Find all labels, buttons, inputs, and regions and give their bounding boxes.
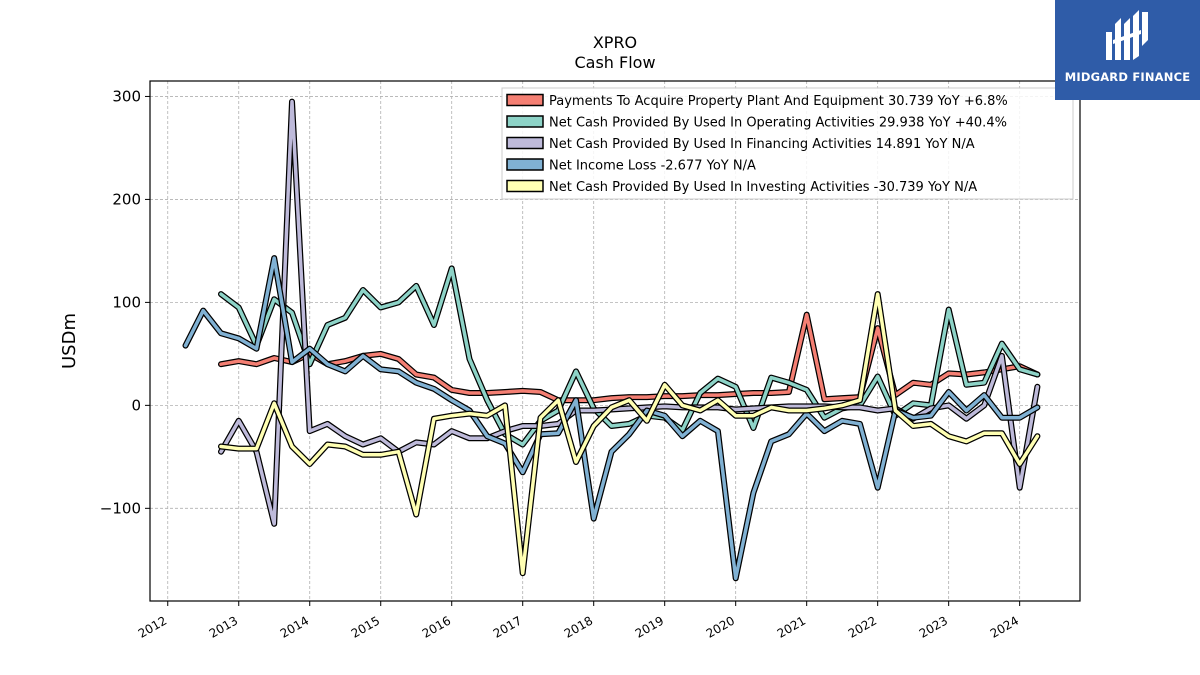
legend-label: Net Cash Provided By Used In Investing A… bbox=[549, 180, 977, 195]
chart-subtitle: Cash Flow bbox=[574, 53, 655, 72]
y-tick-label: 100 bbox=[112, 293, 141, 311]
y-axis-label: USDm bbox=[59, 313, 80, 369]
series-line-outline bbox=[182, 255, 1041, 582]
y-axis: 300 200 100 0 −100 bbox=[100, 87, 150, 517]
y-tick-label: 0 bbox=[131, 396, 141, 414]
x-tick-label: 2019 bbox=[633, 613, 666, 640]
series-line bbox=[219, 292, 1040, 575]
legend-label: Payments To Acquire Property Plant And E… bbox=[549, 94, 1008, 109]
x-tick-label: 2018 bbox=[562, 613, 595, 640]
legend-label: Net Income Loss -2.677 YoY N/A bbox=[549, 159, 756, 174]
legend-swatch bbox=[506, 179, 544, 193]
midgard-finance-logo: MIDGARD FINANCE bbox=[1055, 0, 1200, 100]
legend-label: Net Cash Provided By Used In Operating A… bbox=[549, 116, 1007, 131]
y-tick-label: 300 bbox=[112, 87, 141, 105]
series-1 bbox=[218, 311, 1041, 404]
series-line-outline bbox=[218, 311, 1041, 404]
x-tick-label: 2021 bbox=[775, 613, 808, 640]
logo-mark-icon bbox=[1106, 10, 1148, 60]
legend-swatch bbox=[506, 115, 544, 128]
x-tick-label: 2013 bbox=[207, 613, 240, 640]
plot-area-frame bbox=[149, 80, 1081, 602]
x-tick-label: 2020 bbox=[704, 613, 737, 640]
x-tick-label: 2015 bbox=[349, 613, 382, 640]
y-tick-label: 200 bbox=[112, 190, 141, 208]
legend-swatch bbox=[506, 158, 544, 171]
logo-text: MIDGARD FINANCE bbox=[1064, 70, 1191, 84]
x-tick-label: 2022 bbox=[846, 613, 879, 640]
x-tick-label: 2017 bbox=[491, 613, 524, 640]
chart-title: XPRO bbox=[593, 33, 637, 52]
legend-swatch bbox=[506, 136, 544, 150]
x-tick-label: 2014 bbox=[278, 613, 311, 640]
series-line bbox=[219, 312, 1040, 402]
y-tick-label: −100 bbox=[100, 499, 141, 517]
x-axis: 2012 2013 2014 2015 2016 2017 2018 2019 2020 2021… bbox=[136, 601, 1021, 641]
series-layer bbox=[182, 98, 1041, 582]
x-tick-label: 2012 bbox=[136, 613, 169, 640]
series-5 bbox=[218, 291, 1041, 577]
x-tick-label: 2016 bbox=[420, 613, 453, 640]
series-4 bbox=[182, 255, 1041, 582]
x-tick-label: 2024 bbox=[988, 613, 1021, 640]
legend-box bbox=[501, 87, 1074, 200]
legend: Payments To Acquire Property Plant And E… bbox=[501, 87, 1074, 200]
x-tick-label: 2023 bbox=[917, 613, 950, 640]
legend-swatch bbox=[506, 93, 544, 107]
legend-label: Net Cash Provided By Used In Financing A… bbox=[549, 137, 975, 152]
